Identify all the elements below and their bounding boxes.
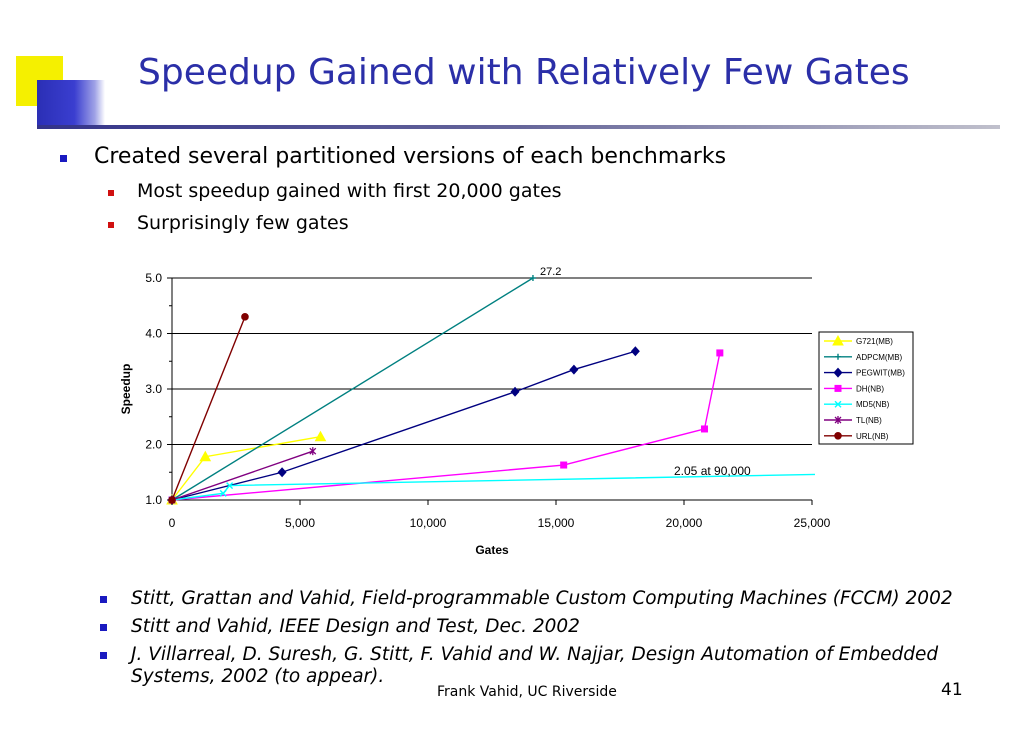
legend-marker-md5-nb (834, 400, 842, 408)
x-axis-label: Gates (475, 543, 509, 557)
main-bullet: Created several partitioned versions of … (60, 144, 726, 169)
x-tick-label: 0 (169, 516, 176, 530)
y-tick-label: 4.0 (145, 327, 162, 341)
x-tick-label: 10,000 (410, 516, 447, 530)
title-underline-rule (37, 125, 1000, 129)
sub-bullet: Most speedup gained with first 20,000 ga… (108, 180, 562, 202)
data-point-md5-nb (219, 489, 227, 497)
bullet-square-icon (108, 222, 114, 228)
x-tick-label: 15,000 (538, 516, 575, 530)
x-tick-label: 5,000 (285, 516, 315, 530)
reference-text: J. Villarreal, D. Suresh, G. Stitt, F. V… (131, 644, 939, 687)
legend-label: ADPCM(MB) (856, 353, 903, 362)
data-point-url-nb (168, 496, 176, 504)
y-tick-label: 5.0 (145, 271, 162, 285)
reference-item: Stitt and Vahid, IEEE Design and Test, D… (100, 616, 1000, 638)
data-point-pegwit-mb (510, 386, 520, 397)
data-point-url-nb (241, 313, 249, 321)
sub-bullet: Surprisingly few gates (108, 212, 349, 234)
legend-label: G721(MB) (856, 337, 893, 346)
reference-text: Stitt, Grattan and Vahid, Field-programm… (131, 588, 953, 609)
legend-label: PEGWIT(MB) (856, 369, 905, 378)
bullet-square-icon (60, 155, 67, 162)
legend-label: DH(NB) (856, 384, 884, 393)
legend-marker-pegwit-mb (833, 367, 843, 378)
series-line-md5-nb (171, 473, 816, 501)
annotation-label: 27.2 (540, 266, 561, 278)
bullet-square-icon (108, 190, 114, 196)
legend-marker-g721-mb (832, 334, 844, 346)
y-tick-label: 1.0 (145, 493, 162, 507)
series-line-pegwit-mb (171, 350, 636, 501)
data-point-pegwit-mb (630, 346, 640, 357)
data-point-dh-nb (560, 461, 568, 469)
references-list: Stitt, Grattan and Vahid, Field-programm… (100, 588, 1000, 694)
y-axis-label: Speedup (119, 364, 133, 415)
sub-bullet-text: Surprisingly few gates (137, 212, 349, 234)
annotation-label: 2.05 at 90,000 (674, 464, 751, 478)
data-point-tl-nb (309, 447, 317, 456)
legend-label: MD5(NB) (856, 400, 890, 409)
data-point-dh-nb (700, 425, 708, 433)
sub-bullet-text: Most speedup gained with first 20,000 ga… (137, 180, 562, 202)
legend-label: URL(NB) (856, 432, 889, 441)
bullet-square-icon (100, 652, 107, 659)
page-number: 41 (941, 680, 963, 700)
series-line-adpcm-mb (171, 277, 534, 501)
reference-item: Stitt, Grattan and Vahid, Field-programm… (100, 588, 1000, 610)
data-point-pegwit-mb (277, 467, 287, 478)
title-accent-blue-block (37, 80, 105, 128)
series-line-g721-mb (171, 436, 321, 501)
series-line-tl-nb (171, 450, 314, 501)
legend-marker-adpcm-mb (835, 353, 841, 360)
data-point-pegwit-mb (569, 364, 579, 375)
slide-title: Speedup Gained with Relatively Few Gates (138, 52, 910, 93)
bullet-square-icon (100, 596, 107, 603)
y-tick-label: 2.0 (145, 438, 162, 452)
x-tick-label: 25,000 (794, 516, 831, 530)
data-point-md5-nb (226, 482, 234, 490)
footer-author: Frank Vahid, UC Riverside (437, 684, 617, 700)
data-point-dh-nb (716, 349, 724, 357)
data-point-g721-mb (314, 430, 327, 442)
x-tick-label: 20,000 (666, 516, 703, 530)
bullet-square-icon (100, 624, 107, 631)
main-bullet-text: Created several partitioned versions of … (94, 144, 727, 169)
legend-marker-url-nb (834, 432, 842, 440)
legend-marker-tl-nb (834, 416, 842, 424)
reference-item: J. Villarreal, D. Suresh, G. Stitt, F. V… (100, 644, 1000, 688)
data-point-g721-mb (199, 450, 212, 462)
data-point-adpcm-mb (529, 275, 536, 281)
legend-label: TL(NB) (856, 416, 882, 425)
legend-marker-dh-nb (834, 384, 842, 392)
y-tick-label: 3.0 (145, 382, 162, 396)
reference-text: Stitt and Vahid, IEEE Design and Test, D… (131, 616, 580, 637)
series-line-url-nb (171, 316, 246, 501)
